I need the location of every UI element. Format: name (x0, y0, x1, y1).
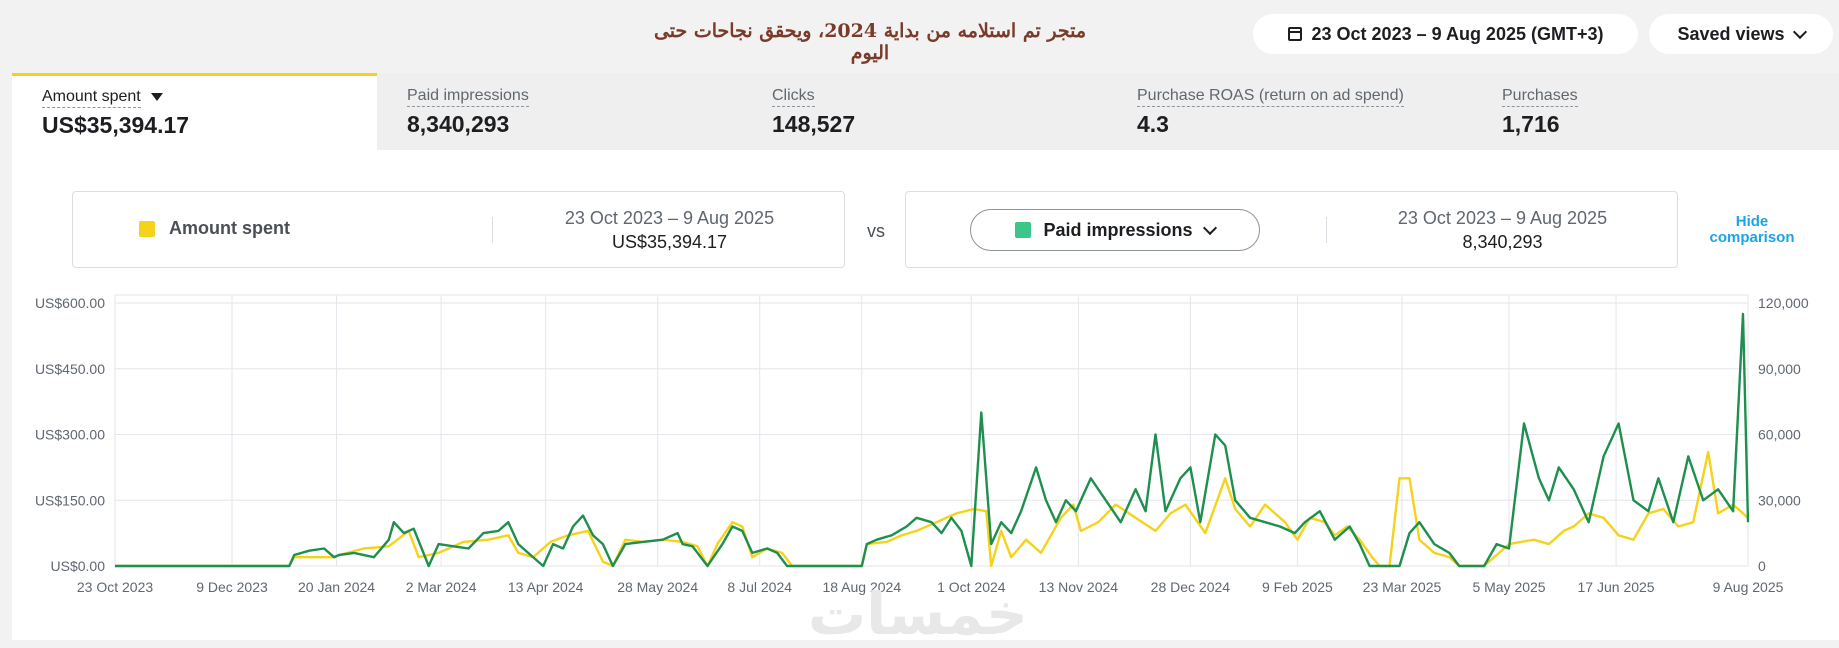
metric-value: 148,527 (772, 111, 856, 137)
page-title: متجر تم استلامه من بداية 2024، ويحقق نجا… (653, 20, 1087, 64)
series-line-paid-impressions (115, 312, 1750, 568)
date-range-label: 23 Oct 2023 – 9 Aug 2025 (GMT+3) (1311, 23, 1604, 44)
y-left-tick-label: US$0.00 (51, 558, 106, 574)
caret-down-icon[interactable] (150, 92, 163, 101)
comparison-card-primary: Amount spent 23 Oct 2023 – 9 Aug 2025 US… (72, 191, 845, 268)
tab-purchases[interactable]: Purchases 1,716 (1472, 73, 1837, 150)
y-left-tick-label: US$450.00 (35, 361, 105, 377)
metric-label: Paid impressions (407, 87, 529, 107)
hide-comparison-link[interactable]: Hide comparison (1709, 213, 1795, 246)
y-left-tick-label: US$150.00 (35, 492, 105, 508)
comparison-metric-dropdown[interactable]: Paid impressions (970, 209, 1260, 251)
secondary-metric-label: Paid impressions (1043, 219, 1193, 240)
vs-label: vs (867, 221, 885, 241)
metric-value: 8,340,293 (407, 111, 510, 137)
y-right-tick-label: 60,000 (1758, 427, 1801, 443)
y-right-tick-label: 90,000 (1758, 361, 1801, 377)
date-range-button[interactable]: 23 Oct 2023 – 9 Aug 2025 (GMT+3) (1253, 14, 1638, 54)
legend-swatch-amount-spent (139, 220, 155, 237)
metric-label: Amount spent (42, 88, 141, 108)
x-tick-label: 13 Nov 2024 (1039, 579, 1119, 595)
primary-metric: Amount spent (139, 218, 290, 239)
chart-panel: Amount spent 23 Oct 2023 – 9 Aug 2025 US… (12, 150, 1839, 640)
tab-clicks[interactable]: Clicks 148,527 (742, 73, 1107, 150)
watermark: خمسات (808, 580, 1028, 648)
x-tick-label: 9 Dec 2023 (196, 579, 268, 595)
secondary-range: 23 Oct 2023 – 9 Aug 2025 (1397, 208, 1608, 228)
x-tick-label: 8 Jul 2024 (727, 579, 792, 595)
primary-range: 23 Oct 2023 – 9 Aug 2025 (564, 208, 775, 228)
tab-purchase-roas[interactable]: Purchase ROAS (return on ad spend) 4.3 (1107, 73, 1472, 150)
x-tick-label: 9 Feb 2025 (1262, 579, 1333, 595)
y-left-tick-label: US$300.00 (35, 427, 105, 443)
primary-metric-label: Amount spent (169, 218, 290, 238)
x-tick-label: 20 Jan 2024 (298, 579, 375, 595)
metric-label: Clicks (772, 87, 815, 107)
x-tick-label: 1 Oct 2024 (937, 579, 1006, 595)
divider (1326, 217, 1327, 243)
x-tick-label: 28 Dec 2024 (1151, 579, 1231, 595)
metric-value: 4.3 (1137, 111, 1169, 137)
tab-amount-spent[interactable]: Amount spent US$35,394.17 (12, 73, 377, 150)
metric-tabs: Amount spent US$35,394.17 Paid impressio… (12, 73, 1839, 150)
tab-paid-impressions[interactable]: Paid impressions 8,340,293 (377, 73, 742, 150)
divider (492, 217, 493, 243)
saved-views-label: Saved views (1677, 23, 1785, 44)
x-tick-label: 17 Jun 2025 (1578, 579, 1655, 595)
x-tick-label: 18 Aug 2024 (822, 579, 901, 595)
x-tick-label: 23 Mar 2025 (1363, 579, 1442, 595)
y-right-tick-label: 0 (1758, 558, 1766, 574)
y-left-tick-label: US$600.00 (35, 295, 105, 311)
top-bar: متجر تم استلامه من بداية 2024، ويحقق نجا… (0, 0, 1839, 66)
y-right-tick-label: 120,000 (1758, 295, 1809, 311)
metric-label: Purchases (1502, 87, 1578, 107)
primary-total: US$35,394.17 (611, 232, 728, 252)
y-right-tick-label: 30,000 (1758, 492, 1801, 508)
metric-label: Purchase ROAS (return on ad spend) (1137, 87, 1404, 107)
metric-value: US$35,394.17 (42, 112, 190, 138)
saved-views-button[interactable]: Saved views (1649, 14, 1833, 54)
secondary-total: 8,340,293 (1462, 232, 1543, 252)
calendar-icon (1287, 27, 1302, 41)
legend-swatch-paid-impressions (1015, 222, 1032, 238)
series-line-amount-spent (115, 450, 1749, 568)
x-tick-label: 13 Apr 2024 (508, 579, 584, 595)
x-tick-label: 28 May 2024 (617, 579, 698, 595)
x-tick-label: 2 Mar 2024 (406, 579, 477, 595)
x-tick-label: 5 May 2025 (1472, 579, 1545, 595)
x-tick-label: 9 Aug 2025 (1713, 579, 1784, 595)
metric-value: 1,716 (1502, 111, 1560, 137)
comparison-card-secondary: Paid impressions 23 Oct 2023 – 9 Aug 202… (905, 191, 1678, 268)
x-tick-label: 23 Oct 2023 (77, 579, 153, 595)
